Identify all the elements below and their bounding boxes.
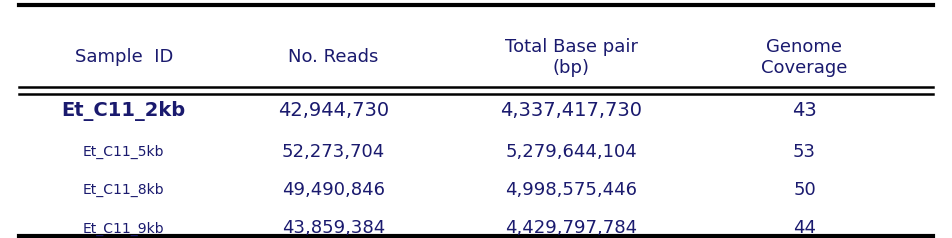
Text: Total Base pair
(bp): Total Base pair (bp) bbox=[505, 38, 638, 77]
Text: No. Reads: No. Reads bbox=[288, 48, 378, 66]
Text: 43: 43 bbox=[792, 101, 817, 120]
Text: 4,337,417,730: 4,337,417,730 bbox=[500, 101, 643, 120]
Text: 53: 53 bbox=[793, 143, 816, 161]
Text: 4,998,575,446: 4,998,575,446 bbox=[506, 181, 637, 199]
Text: Et_C11_9kb: Et_C11_9kb bbox=[83, 221, 165, 236]
Text: 5,279,644,104: 5,279,644,104 bbox=[506, 143, 637, 161]
Text: 4,429,797,784: 4,429,797,784 bbox=[506, 219, 637, 238]
Text: 52,273,704: 52,273,704 bbox=[282, 143, 385, 161]
Text: Et_C11_2kb: Et_C11_2kb bbox=[62, 101, 186, 121]
Text: 50: 50 bbox=[793, 181, 816, 199]
Text: 42,944,730: 42,944,730 bbox=[278, 101, 388, 120]
Text: Sample  ID: Sample ID bbox=[74, 48, 173, 66]
Text: Et_C11_5kb: Et_C11_5kb bbox=[83, 145, 165, 159]
Text: 49,490,846: 49,490,846 bbox=[282, 181, 385, 199]
Text: Genome
Coverage: Genome Coverage bbox=[762, 38, 847, 77]
Text: 44: 44 bbox=[793, 219, 816, 238]
Text: 43,859,384: 43,859,384 bbox=[282, 219, 385, 238]
Text: Et_C11_8kb: Et_C11_8kb bbox=[83, 183, 165, 198]
